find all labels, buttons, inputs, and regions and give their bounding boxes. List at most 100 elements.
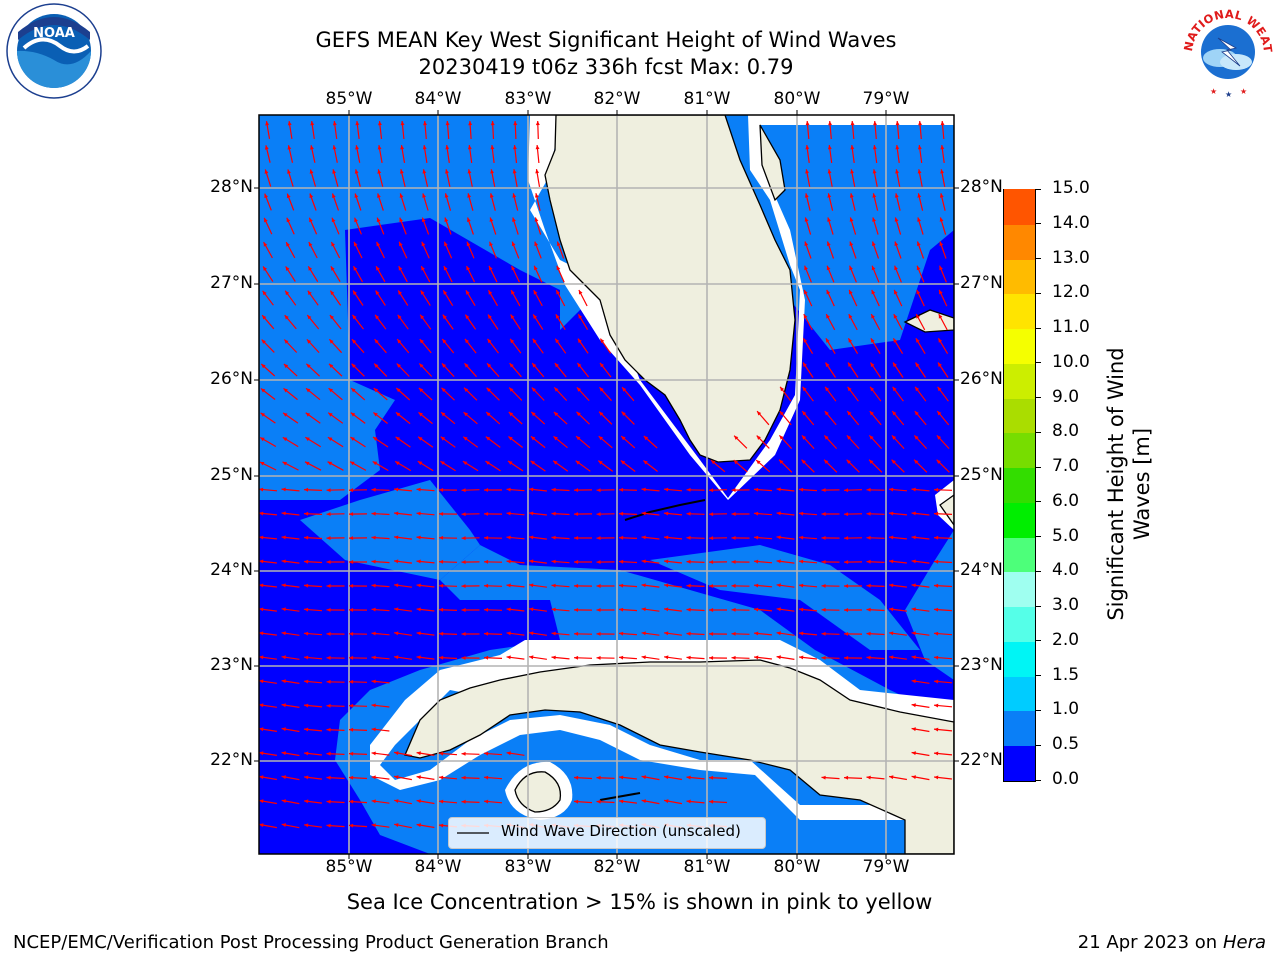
wind-wave-arrow (756, 410, 770, 426)
wind-wave-arrow (486, 387, 500, 401)
colorbar-tick-label: 2.0 (1052, 629, 1080, 650)
wind-wave-arrow (663, 487, 683, 492)
wind-wave-arrow (438, 559, 458, 564)
colorbar (1003, 188, 1036, 782)
wind-wave-arrow (464, 338, 477, 354)
lat-label-left: 25°N (210, 465, 253, 485)
wind-wave-arrow (530, 411, 546, 425)
wind-wave-arrow (348, 584, 368, 588)
wind-wave-arrow (328, 387, 343, 401)
colorbar-band (1004, 675, 1035, 712)
wind-wave-arrow (849, 265, 857, 283)
colorbar-tick-mark (1035, 536, 1041, 538)
wind-wave-arrow (828, 120, 832, 140)
wind-wave-arrow (553, 386, 568, 402)
nws-logo: NATIONAL WEATHER SERVICE ★ ★ ★ (1173, 0, 1278, 100)
wind-wave-arrow (802, 337, 814, 355)
wind-wave-arrow (371, 655, 390, 660)
land-masses (404, 115, 954, 854)
wind-wave-arrow (354, 169, 361, 187)
wind-wave-arrow (348, 823, 368, 828)
wind-wave-arrow (641, 583, 660, 588)
wind-wave-arrow (710, 459, 726, 473)
wind-wave-arrow (664, 655, 682, 660)
wind-wave-arrow (510, 314, 521, 330)
wind-wave-arrow (486, 362, 500, 378)
wind-wave-arrow (281, 823, 300, 829)
wind-wave-arrow (328, 338, 343, 354)
wind-wave-arrow (281, 511, 300, 516)
wind-wave-arrow (895, 169, 901, 187)
wind-wave-arrow (416, 607, 435, 612)
wind-wave-arrow (287, 145, 294, 163)
wind-wave-arrow (894, 193, 901, 211)
wind-wave-arrow (264, 193, 272, 211)
wind-wave-arrow (870, 362, 881, 378)
wind-wave-arrow (373, 412, 388, 424)
wind-wave-arrow (599, 362, 612, 378)
wind-wave-arrow (421, 241, 430, 259)
wind-wave-arrow (933, 727, 953, 732)
wind-wave-arrow (756, 435, 770, 449)
lat-label-left: 28°N (210, 177, 253, 197)
wind-wave-arrow (776, 583, 795, 588)
chart-title-line1: GEFS MEAN Key West Significant Height of… (315, 28, 897, 52)
wind-wave-arrow (438, 488, 458, 492)
wind-wave-arrow (915, 362, 926, 378)
wind-wave-arrow (326, 512, 345, 516)
wind-wave-arrow (936, 459, 950, 473)
wind-wave-arrow (915, 313, 926, 331)
wind-wave-arrow (461, 560, 480, 564)
wind-wave-arrow (513, 120, 518, 140)
wind-wave-arrow (709, 584, 727, 588)
wind-wave-arrow (421, 217, 430, 235)
wind-wave-arrow (464, 362, 477, 378)
wind-wave-arrow (826, 241, 835, 259)
legend-label: Wind Wave Direction (unscaled) (501, 822, 741, 840)
wind-wave-arrow (376, 241, 385, 259)
wind-wave-arrow (826, 289, 835, 307)
wind-wave-arrow (754, 631, 772, 636)
wind-wave-arrow (350, 387, 366, 401)
wind-wave-arrow (596, 775, 615, 780)
wind-wave-arrow (825, 362, 836, 378)
wind-wave-arrow (933, 487, 953, 492)
wind-wave-arrow (467, 145, 473, 163)
wind-wave-arrow (641, 799, 660, 805)
wind-wave-arrow (303, 487, 323, 492)
lat-label-left: 27°N (210, 273, 253, 293)
wind-wave-arrow (375, 265, 386, 283)
wind-wave-arrow (416, 583, 435, 588)
lat-label-left: 24°N (210, 560, 253, 580)
wind-wave-arrow (733, 459, 748, 473)
wind-wave-arrow (619, 775, 637, 780)
wind-wave-arrow (506, 487, 525, 492)
wind-wave-arrow (911, 535, 930, 540)
wind-wave-arrow (778, 459, 793, 473)
wind-wave-arrow (285, 241, 296, 259)
wind-wave-arrow (889, 775, 907, 781)
wind-wave-arrow (506, 559, 525, 564)
wind-wave-arrow (917, 217, 924, 235)
wind-wave-arrow (533, 265, 543, 283)
wind-wave-arrow (731, 631, 750, 636)
wind-wave-arrow (326, 823, 345, 828)
wind-wave-arrow (821, 607, 840, 612)
wind-wave-arrow (395, 436, 411, 448)
wind-wave-arrow (866, 559, 885, 564)
wind-wave-arrow (641, 607, 660, 612)
wind-wave-arrow (490, 145, 495, 163)
wind-wave-arrow (821, 584, 840, 588)
wind-wave-arrow (641, 487, 660, 492)
wind-wave-arrow (731, 560, 750, 564)
wind-wave-arrow (394, 460, 412, 472)
wind-wave-arrow (348, 703, 368, 708)
wind-wave-arrow (487, 338, 499, 354)
colorbar-tick-label: 5.0 (1052, 525, 1080, 546)
wind-wave-arrow (371, 703, 390, 708)
wind-wave-arrow (708, 536, 728, 540)
wind-wave-arrow (330, 241, 341, 259)
wind-wave-arrow (555, 313, 566, 331)
wind-wave-arrow (917, 145, 923, 163)
wind-wave-arrow (260, 412, 276, 424)
